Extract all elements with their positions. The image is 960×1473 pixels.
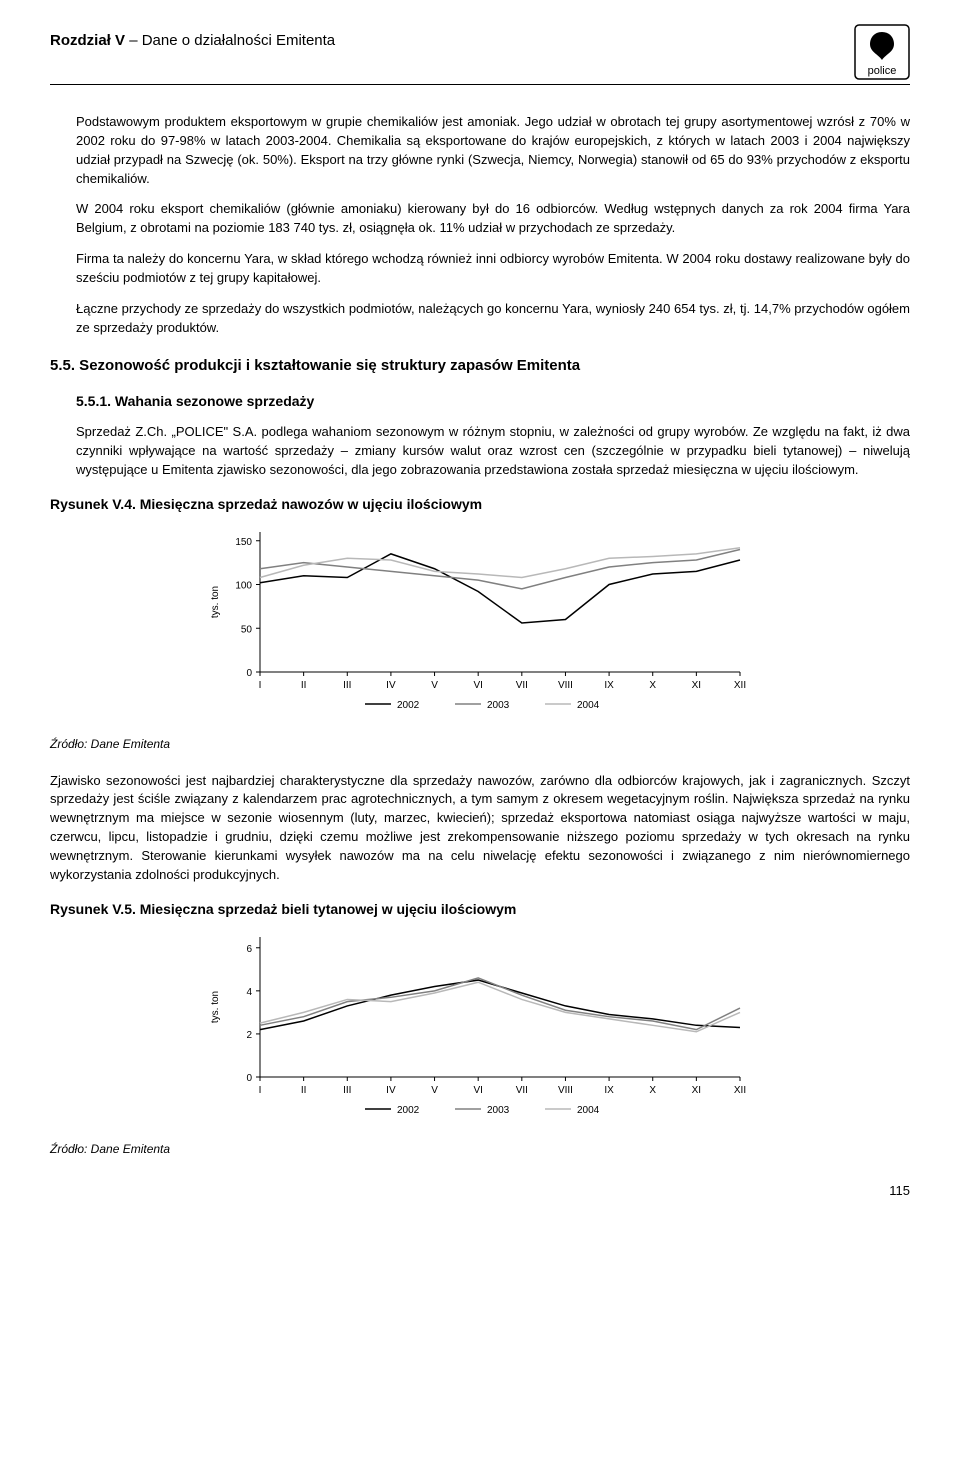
- svg-text:2003: 2003: [487, 1105, 510, 1116]
- svg-text:VII: VII: [516, 1085, 528, 1096]
- svg-text:100: 100: [235, 581, 252, 592]
- svg-text:XII: XII: [734, 680, 746, 691]
- svg-text:XI: XI: [692, 1085, 701, 1096]
- svg-text:VI: VI: [473, 680, 482, 691]
- svg-text:2002: 2002: [397, 700, 420, 711]
- svg-text:VIII: VIII: [558, 1085, 573, 1096]
- svg-text:tys. ton: tys. ton: [210, 586, 221, 618]
- svg-text:V: V: [431, 1085, 438, 1096]
- svg-text:2004: 2004: [577, 700, 600, 711]
- svg-text:V: V: [431, 680, 438, 691]
- svg-text:X: X: [649, 1085, 656, 1096]
- section-5-5-heading: 5.5. Sezonowość produkcji i kształtowani…: [50, 355, 910, 377]
- svg-text:150: 150: [235, 537, 252, 548]
- svg-text:XII: XII: [734, 1085, 746, 1096]
- svg-text:VII: VII: [516, 680, 528, 691]
- chapter-subtitle: – Dane o działalności Emitenta: [129, 32, 335, 49]
- svg-text:2002: 2002: [397, 1105, 420, 1116]
- svg-text:III: III: [343, 680, 351, 691]
- figure-5-title: Rysunek V.5. Miesięczna sprzedaż bieli t…: [50, 899, 910, 919]
- paragraph-6: Zjawisko sezonowości jest najbardziej ch…: [50, 772, 910, 885]
- page-number: 115: [50, 1182, 910, 1201]
- svg-text:X: X: [649, 680, 656, 691]
- svg-text:6: 6: [246, 944, 252, 955]
- header-title: Rozdział V – Dane o działalności Emitent…: [50, 30, 335, 52]
- paragraph-4: Łączne przychody ze sprzedaży do wszystk…: [76, 300, 910, 338]
- chart-5: 0246tys. tonIIIIIIIVVVIVIIVIIIIXXXIXII20…: [200, 927, 760, 1133]
- svg-text:0: 0: [246, 1073, 252, 1084]
- chapter-label: Rozdział V: [50, 32, 125, 49]
- svg-text:I: I: [259, 680, 262, 691]
- svg-text:IV: IV: [386, 1085, 396, 1096]
- svg-text:4: 4: [246, 987, 252, 998]
- chart-4: 050100150tys. tonIIIIIIIVVVIVIIVIIIIXXXI…: [200, 522, 760, 728]
- chart-4-svg: 050100150tys. tonIIIIIIIVVVIVIIVIIIIXXXI…: [200, 522, 760, 722]
- paragraph-5: Sprzedaż Z.Ch. „POLICE" S.A. podlega wah…: [76, 423, 910, 480]
- svg-text:I: I: [259, 1085, 262, 1096]
- figure-4-source: Źródło: Dane Emitenta: [50, 736, 910, 753]
- svg-text:IX: IX: [604, 680, 614, 691]
- svg-text:tys. ton: tys. ton: [210, 991, 221, 1023]
- paragraph-2: W 2004 roku eksport chemikaliów (głównie…: [76, 200, 910, 238]
- police-logo-icon: police: [854, 24, 910, 80]
- svg-text:0: 0: [246, 668, 252, 679]
- svg-text:XI: XI: [692, 680, 701, 691]
- svg-text:VI: VI: [473, 1085, 482, 1096]
- svg-text:IX: IX: [604, 1085, 614, 1096]
- paragraph-3: Firma ta należy do koncernu Yara, w skła…: [76, 250, 910, 288]
- chart-5-svg: 0246tys. tonIIIIIIIVVVIVIIVIIIIXXXIXII20…: [200, 927, 760, 1127]
- figure-5-source: Źródło: Dane Emitenta: [50, 1141, 910, 1158]
- paragraph-1: Podstawowym produktem eksportowym w grup…: [76, 113, 910, 188]
- svg-text:2004: 2004: [577, 1105, 600, 1116]
- section-5-5-1-heading: 5.5.1. Wahania sezonowe sprzedaży: [76, 391, 910, 411]
- svg-text:50: 50: [241, 625, 253, 636]
- svg-text:III: III: [343, 1085, 351, 1096]
- figure-4-title: Rysunek V.4. Miesięczna sprzedaż nawozów…: [50, 494, 910, 514]
- svg-text:II: II: [301, 680, 307, 691]
- svg-text:police: police: [868, 65, 897, 77]
- svg-text:2: 2: [246, 1030, 252, 1041]
- svg-text:II: II: [301, 1085, 307, 1096]
- svg-text:VIII: VIII: [558, 680, 573, 691]
- page-header: Rozdział V – Dane o działalności Emitent…: [50, 30, 910, 85]
- svg-text:IV: IV: [386, 680, 396, 691]
- svg-text:2003: 2003: [487, 700, 510, 711]
